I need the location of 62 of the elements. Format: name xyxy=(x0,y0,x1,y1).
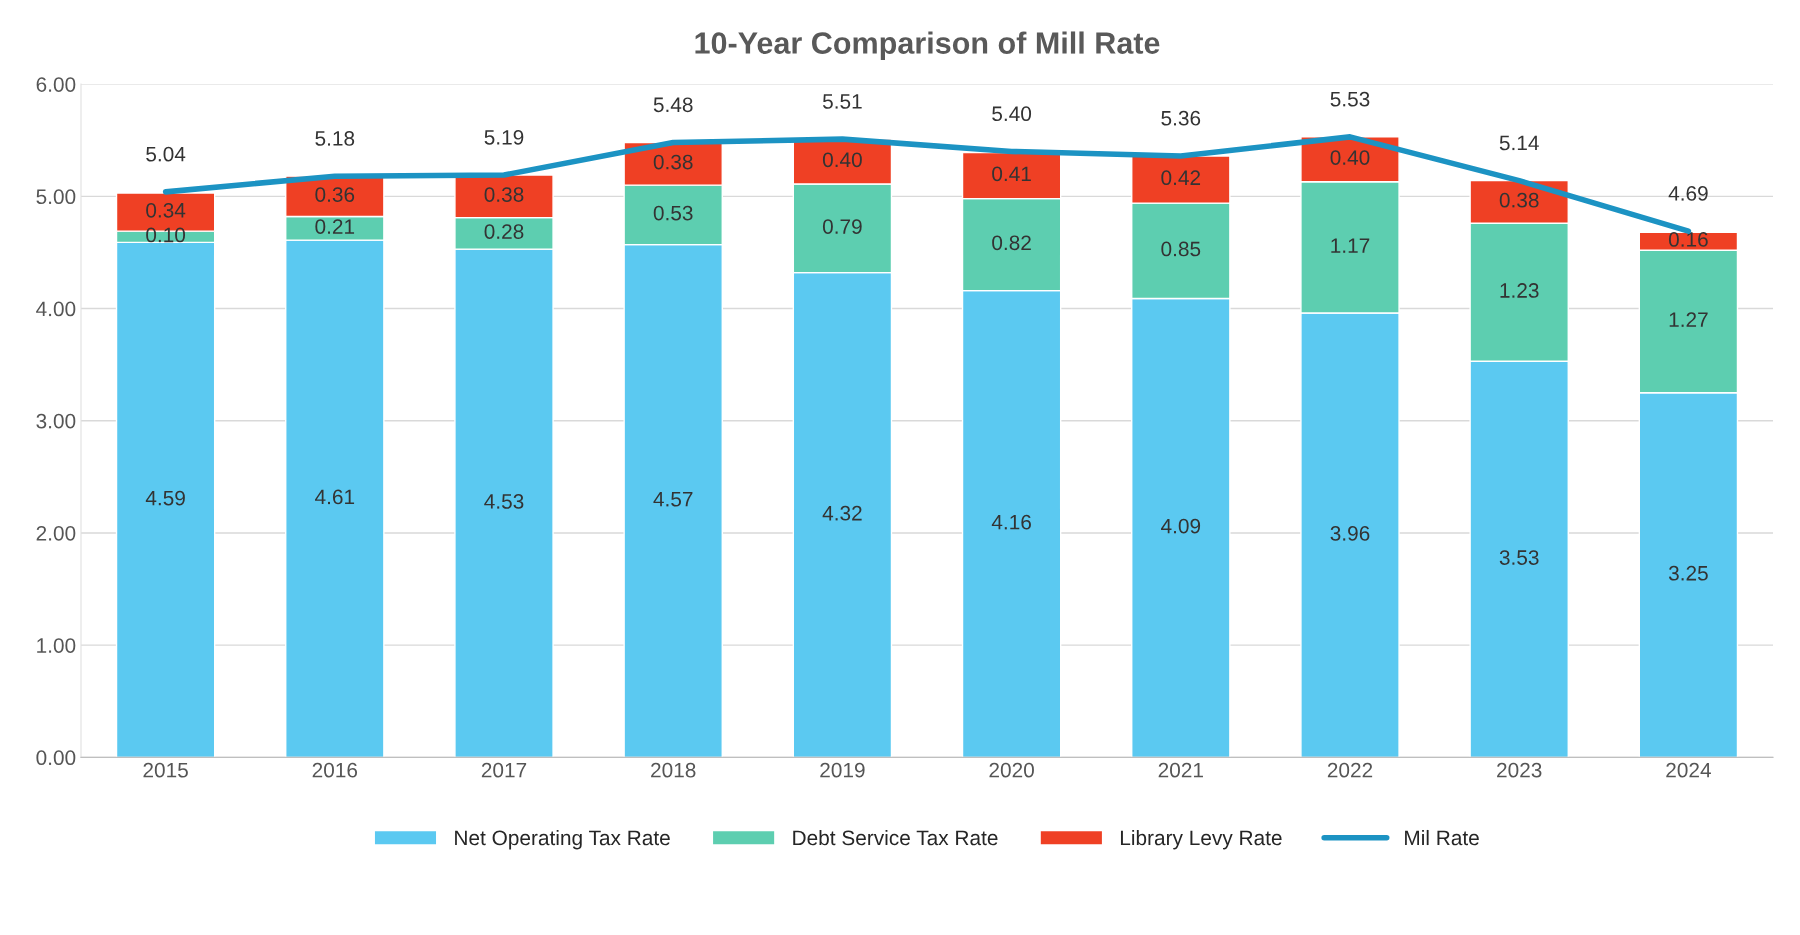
data-label: 0.40 xyxy=(1330,150,1370,165)
data-label: 0.16 xyxy=(1668,232,1708,247)
data-label: 5.51 xyxy=(822,94,862,109)
data-label: 1.17 xyxy=(1331,238,1370,253)
data-label: 0.40 xyxy=(822,152,862,168)
data-label: 5.53 xyxy=(1330,91,1370,107)
chart-title: 10-Year Comparison of Mill Rate xyxy=(695,31,1160,60)
x-tick-label: 2015 xyxy=(143,762,188,778)
data-label: 5.48 xyxy=(653,97,693,113)
data-label: 0.53 xyxy=(653,205,693,221)
data-label: 0.82 xyxy=(992,235,1031,251)
data-label: 4.53 xyxy=(484,494,524,509)
data-label: 5.18 xyxy=(315,131,355,146)
data-label: 0.10 xyxy=(146,227,186,243)
data-label: 0.38 xyxy=(1499,192,1539,208)
y-tick-label: 6.00 xyxy=(36,77,76,92)
x-tick-label: 2017 xyxy=(481,762,527,778)
y-tick-label: 0.00 xyxy=(36,750,76,766)
data-label: 0.28 xyxy=(484,224,524,239)
legend-label: Mil Rate xyxy=(1405,829,1479,846)
data-label: 3.96 xyxy=(1330,526,1370,541)
x-tick-label: 2016 xyxy=(312,762,358,778)
y-tick-label: 1.00 xyxy=(37,638,76,653)
data-label: 4.32 xyxy=(822,505,862,521)
x-tick-label: 2018 xyxy=(651,762,696,778)
data-label: 1.27 xyxy=(1669,312,1708,327)
data-label: 0.34 xyxy=(146,202,186,218)
data-label: 4.61 xyxy=(315,489,355,505)
y-tick-label: 4.00 xyxy=(36,301,76,317)
data-label: 0.38 xyxy=(484,187,524,202)
data-label: 4.16 xyxy=(991,514,1031,530)
data-label: 4.69 xyxy=(1668,186,1708,201)
x-tick-label: 2019 xyxy=(820,762,865,778)
data-label: 4.57 xyxy=(653,492,693,507)
data-label: 0.85 xyxy=(1161,241,1201,257)
x-tick-label: 2024 xyxy=(1666,762,1711,778)
legend-label: Library Levy Rate xyxy=(1120,829,1282,850)
data-label: 5.19 xyxy=(484,129,524,145)
y-tick-label: 5.00 xyxy=(36,189,76,205)
x-tick-label: 2022 xyxy=(1327,762,1373,778)
data-label: 4.09 xyxy=(1161,518,1201,534)
data-label: 4.59 xyxy=(145,490,185,506)
data-label: 3.25 xyxy=(1668,565,1708,581)
data-label: 0.38 xyxy=(653,154,693,170)
data-label: 0.41 xyxy=(992,166,1031,182)
data-label: 5.40 xyxy=(992,106,1032,122)
data-label: 5.04 xyxy=(146,146,186,162)
y-tick-label: 3.00 xyxy=(36,413,76,429)
x-tick-label: 2023 xyxy=(1497,762,1542,778)
legend-label: Debt Service Tax Rate xyxy=(793,829,998,846)
x-tick-label: 2021 xyxy=(1158,762,1203,778)
data-label: 1.23 xyxy=(1500,283,1539,298)
data-label: 0.79 xyxy=(822,219,862,234)
data-label: 3.53 xyxy=(1499,550,1539,565)
data-label: 0.42 xyxy=(1161,170,1201,186)
data-label: 5.36 xyxy=(1161,110,1201,126)
data-label: 0.21 xyxy=(315,219,355,234)
legend-label: Net Operating Tax Rate xyxy=(455,829,670,850)
data-label: 5.14 xyxy=(1499,135,1539,151)
x-tick-label: 2020 xyxy=(989,762,1034,778)
y-tick-label: 2.00 xyxy=(36,525,76,541)
data-label: 0.36 xyxy=(315,187,355,202)
